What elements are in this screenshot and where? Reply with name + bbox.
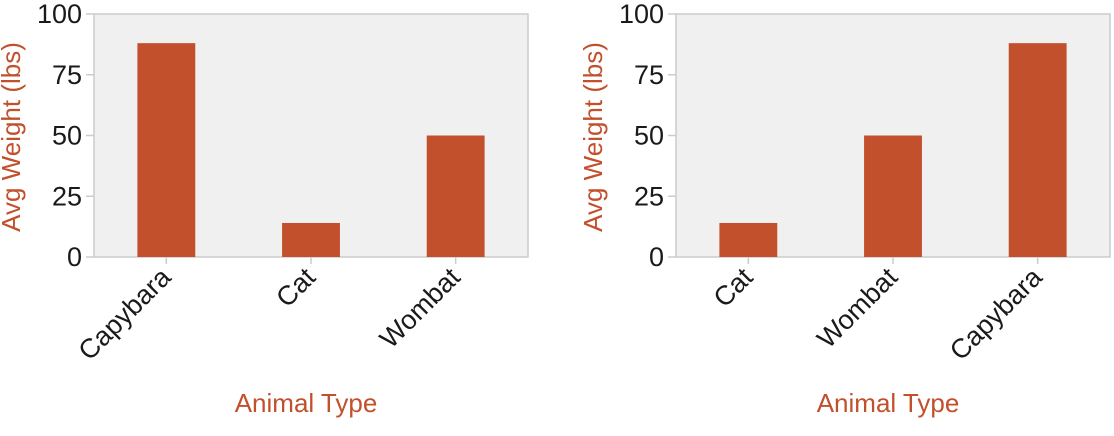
y-tick-label: 25 (52, 181, 82, 211)
y-tick-label: 100 (619, 0, 664, 29)
y-tick-label: 75 (634, 60, 664, 90)
bar (137, 43, 196, 257)
bar-chart-1: 0 25 50 75 100 Capybara Cat Wombat Avg Weight (l… (0, 0, 529, 418)
bar (719, 222, 778, 257)
bar (426, 135, 485, 257)
y-tick-label: 0 (67, 242, 82, 272)
x-tick-label: Capybara (944, 261, 1049, 366)
y-tick-label: 25 (634, 181, 664, 211)
bar (864, 135, 922, 257)
x-axis-title: Animal Type (817, 388, 960, 418)
y-tick-label: 50 (52, 121, 82, 151)
y-axis-title: Avg Weight (lbs) (578, 42, 608, 232)
x-tick-label: Wombat (811, 262, 903, 354)
y-axis-title: Avg Weight (lbs) (0, 42, 26, 232)
y-tick-label: 100 (37, 0, 82, 29)
bar-chart-2: 0 25 50 75 100 Cat Wombat Capybara Avg Weight (l… (578, 0, 1111, 418)
y-tick-label: 0 (649, 242, 664, 272)
y-tick-label: 75 (52, 60, 82, 90)
bar (282, 222, 340, 257)
x-tick-label: Cat (270, 262, 321, 313)
x-tick-label: Wombat (374, 262, 466, 354)
x-tick-label: Cat (708, 262, 759, 313)
bar (1008, 43, 1067, 257)
y-tick-label: 50 (634, 121, 664, 151)
x-tick-label: Capybara (73, 261, 178, 366)
x-axis-title: Animal Type (235, 388, 378, 418)
